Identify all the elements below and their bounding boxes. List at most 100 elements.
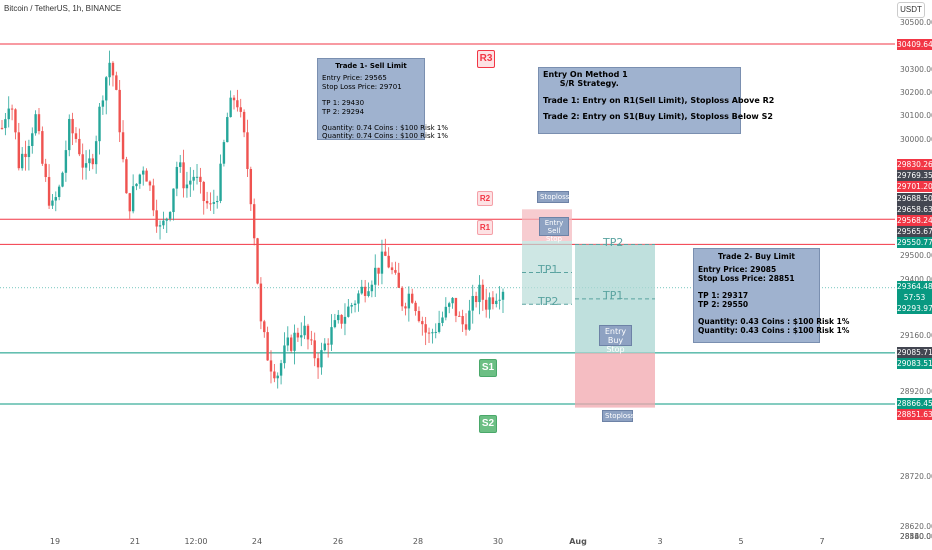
candle-body <box>377 267 380 274</box>
candle-body <box>337 314 340 321</box>
candle-body <box>424 324 427 333</box>
candle-body <box>256 238 259 284</box>
candle-body <box>138 174 142 184</box>
candle-body <box>24 153 27 158</box>
price-tag: 29565.67 <box>897 226 932 237</box>
candle-body <box>259 283 263 322</box>
candle-body <box>182 162 185 189</box>
candle-body <box>347 306 350 317</box>
candle-body <box>404 306 407 309</box>
entry-buy-line1: Entry <box>604 327 627 336</box>
method-line: Trade 2: Entry on S1(Buy Limit), Stoplos… <box>543 112 773 122</box>
tp1-left-label: TP1 <box>538 263 559 276</box>
candle-body <box>474 295 478 303</box>
price-tick: 30200.00 <box>900 87 932 97</box>
candle-body <box>330 327 333 345</box>
price-tick: 28520.00 <box>900 532 932 541</box>
candle-body <box>199 176 202 182</box>
candle-body <box>219 163 222 201</box>
candle-body <box>145 170 148 182</box>
date-tick: 26 <box>332 537 344 546</box>
trade2-note: Trade 2- Buy Limit Entry Price: 29085 St… <box>693 248 849 343</box>
candle-body <box>202 181 205 202</box>
candle-body <box>68 118 71 151</box>
candle-body <box>84 163 88 168</box>
candle-body <box>98 106 101 142</box>
candle-body <box>458 315 461 317</box>
candle-body <box>421 321 424 325</box>
price-tick: 30000.00 <box>900 134 932 144</box>
candle-body <box>115 75 118 90</box>
tp2-right-label: TP2 <box>603 236 624 249</box>
candle-body <box>226 117 229 143</box>
candle-body <box>357 293 360 304</box>
candle-body <box>142 170 145 175</box>
currency-selector[interactable]: USDT <box>897 2 925 18</box>
candle-body <box>411 293 414 303</box>
candle-body <box>215 200 219 203</box>
price-tick: 28720.00 <box>900 472 932 481</box>
candle-body <box>205 201 209 204</box>
candle-body <box>400 287 404 307</box>
candle-body <box>232 97 236 101</box>
candle-body <box>74 133 78 139</box>
candle-body <box>168 212 172 219</box>
candle-body <box>310 339 313 341</box>
candle-body <box>363 286 367 296</box>
candle-body <box>414 302 417 312</box>
entry-sell-chip: Entry Sell Stop <box>539 217 569 243</box>
price-tag: 28851.63 <box>897 409 932 420</box>
candle-body <box>350 305 353 307</box>
s2-label: S2 <box>479 415 497 433</box>
trade1-line: Stop Loss Price: 29701 <box>322 82 402 91</box>
candle-body <box>41 131 44 164</box>
candle-body <box>374 267 377 285</box>
candle-body <box>185 184 189 189</box>
candle-body <box>61 172 64 187</box>
price-tick: 29500.00 <box>900 251 932 261</box>
trade1-note: Trade 1- Sell Limit Entry Price: 29565 S… <box>317 58 448 140</box>
candle-body <box>4 119 7 129</box>
trade2-title: Trade 2- Buy Limit <box>718 252 795 261</box>
candle-body <box>461 315 464 325</box>
candle-body <box>370 284 374 292</box>
price-tag: 29568.24 <box>897 215 932 226</box>
candle-body <box>71 118 74 134</box>
stoploss-top-chip: Stoploss <box>537 191 569 203</box>
method-note: Entry On Method 1 S/R Strategy. Trade 1:… <box>538 67 774 134</box>
candle-body <box>468 310 471 330</box>
trade2-line: Entry Price: 29085 <box>698 265 777 274</box>
candle-body <box>148 181 152 186</box>
candle-body <box>118 89 121 133</box>
r3-label: R3 <box>477 50 495 68</box>
candle-body <box>165 218 168 221</box>
candle-body <box>20 153 24 169</box>
price-tick: 28620.00 <box>900 522 932 531</box>
candle-body <box>441 317 444 323</box>
candle-body <box>17 132 21 169</box>
price-tag: 29364.48 <box>897 281 932 292</box>
price-tag: 30409.64 <box>897 39 932 50</box>
trade1-line <box>322 91 420 99</box>
date-tick: Aug <box>569 537 587 546</box>
candle-body <box>484 299 488 310</box>
price-tag: 29083.51 <box>897 358 932 369</box>
candle-body <box>128 193 131 212</box>
candle-body <box>209 203 212 205</box>
price-tick: 29400.00 <box>900 274 932 284</box>
price-tick: 30500.00 <box>900 17 932 27</box>
candle-body <box>478 284 481 303</box>
candle-body <box>135 183 138 187</box>
candle-body <box>101 100 105 107</box>
candle-body <box>300 335 303 338</box>
candle-body <box>242 111 246 133</box>
price-tick: 30100.00 <box>900 111 932 121</box>
candle-body <box>451 297 454 304</box>
candle-body <box>360 286 363 294</box>
candle-body <box>437 322 441 332</box>
candle-body <box>162 220 165 226</box>
candle-body <box>293 332 296 351</box>
candle-body <box>326 343 330 345</box>
candle-body <box>491 297 495 305</box>
